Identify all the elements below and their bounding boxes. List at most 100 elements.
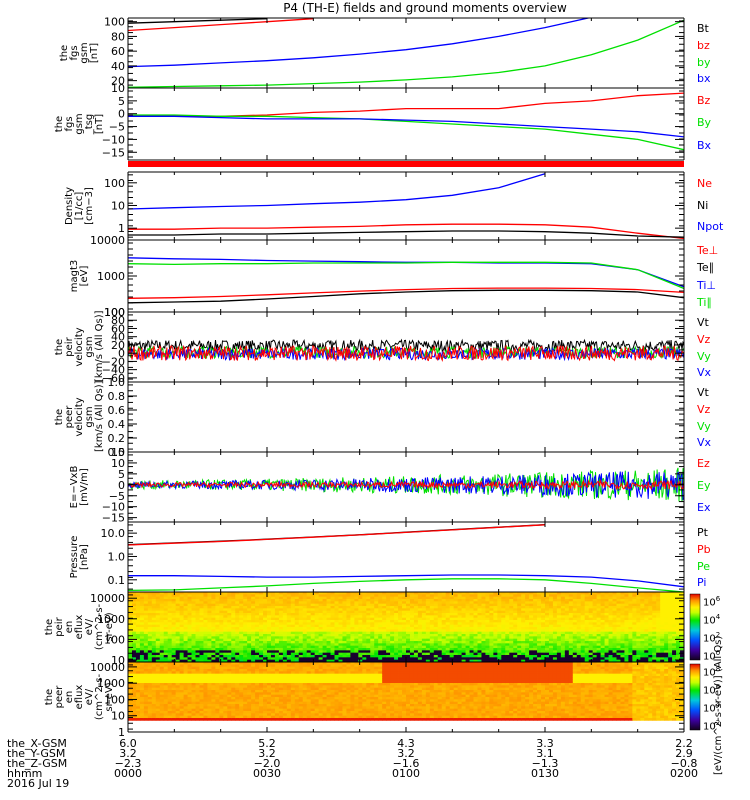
spectrogram-cell — [143, 650, 149, 654]
spectrogram-cell — [346, 648, 351, 651]
spectrogram-cell — [604, 652, 609, 656]
spectrogram-cell — [310, 617, 316, 621]
spectrogram-cell — [350, 594, 355, 598]
spectrogram-cell — [191, 657, 196, 661]
spectrogram-cell — [668, 594, 673, 598]
spectrogram-cell — [513, 596, 518, 600]
spectrogram-cell — [509, 652, 514, 656]
spectrogram-cell — [445, 608, 451, 612]
spectrogram-cell — [394, 599, 399, 602]
spectrogram-cell — [243, 648, 248, 651]
spectrogram-cell — [652, 657, 657, 661]
spectrogram-cell — [636, 645, 641, 649]
spectrogram-cell — [163, 622, 169, 626]
spectrogram-cell — [346, 641, 351, 644]
spectrogram-cell — [493, 594, 498, 598]
spectrogram-cell — [556, 641, 562, 644]
spectrogram-cell — [267, 617, 272, 621]
spectrogram-cell — [326, 606, 331, 609]
spectrogram-cell — [179, 624, 184, 628]
spectrogram-cell — [664, 645, 669, 649]
spectrogram-cell — [453, 624, 459, 628]
spectrogram-cell — [676, 603, 681, 607]
spectrogram-cell — [239, 610, 244, 614]
spectrogram-cell — [378, 603, 383, 607]
spectrogram-cell — [255, 610, 260, 614]
spectrogram-cell — [195, 596, 200, 600]
spectrogram-cell — [560, 631, 566, 635]
spectrogram-cell — [668, 596, 673, 600]
spectrogram-cell — [656, 638, 661, 642]
spectrogram-cell — [608, 603, 613, 607]
spectrogram-cell — [398, 592, 403, 595]
spectrogram-cell — [314, 643, 320, 647]
spectrogram-cell — [437, 638, 443, 642]
spectrogram-cell — [461, 655, 466, 658]
spectrogram-cell — [191, 622, 196, 626]
spectrogram-cell — [314, 655, 320, 658]
spectrogram-cell — [128, 606, 133, 609]
spectrogram-cell — [358, 615, 363, 619]
spectrogram-cell — [270, 615, 276, 619]
spectrogram-cell — [267, 622, 272, 626]
spectrogram-cell — [267, 636, 272, 640]
spectrogram-cell — [179, 629, 184, 633]
spectrogram-cell — [163, 599, 169, 602]
spectrogram-cell — [326, 615, 331, 619]
spectrogram-cell — [306, 645, 312, 649]
spectrogram-cell — [211, 608, 216, 612]
spectrogram-cell — [370, 601, 375, 605]
spectrogram-cell — [576, 652, 582, 656]
series-Te∥ — [128, 289, 684, 304]
spectrogram-cell — [215, 596, 220, 600]
spectrogram-cell — [664, 620, 669, 623]
spectrogram-cell — [509, 599, 514, 602]
spectrogram-cell — [402, 622, 407, 626]
spectrogram-cell — [286, 608, 292, 612]
spectrogram-cell — [159, 652, 165, 656]
spectrogram-cell — [441, 631, 447, 635]
spectrogram-cell — [600, 599, 605, 602]
spectrogram-cell — [322, 627, 327, 630]
spectrogram-cell — [501, 627, 506, 630]
spectrogram-cell — [211, 659, 216, 662]
spectrogram-cell — [338, 659, 343, 662]
spectrogram-cell — [259, 648, 264, 651]
spectrogram-cell — [342, 596, 347, 600]
spectrogram-cell — [668, 631, 673, 635]
spectrogram-cell — [548, 641, 554, 644]
spectrogram-cell — [358, 641, 363, 644]
spectrogram-cell — [660, 610, 665, 614]
spectrogram-cell — [672, 659, 677, 662]
spectrogram-cell — [493, 610, 498, 614]
spectrogram-cell — [628, 601, 633, 605]
spectrogram-cell — [314, 606, 320, 609]
spectrogram-cell — [580, 638, 586, 642]
spectrogram-cell — [537, 617, 542, 621]
spectrogram-cell — [596, 636, 601, 640]
spectrogram-cell — [652, 606, 657, 609]
spectrogram-cell — [255, 601, 260, 605]
spectrogram-cell — [155, 627, 161, 630]
spectrogram-cell — [322, 652, 327, 656]
spectrogram-cell — [588, 627, 594, 630]
spectrogram-cell — [128, 629, 133, 633]
spectrogram-cell — [247, 603, 252, 607]
spectrogram-cell — [672, 638, 677, 642]
spectrogram-cell — [314, 603, 320, 607]
spectrogram-cell — [548, 599, 554, 602]
spectrogram-cell — [525, 641, 530, 644]
spectrogram-cell — [533, 650, 538, 654]
spectrogram-cell — [493, 601, 498, 605]
spectrogram-cell — [568, 594, 574, 598]
spectrogram-cell — [159, 655, 165, 658]
spectrogram-cell — [580, 603, 586, 607]
spectrogram-cell — [413, 629, 419, 633]
spectrogram-cell — [163, 650, 169, 654]
spectrogram-cell — [612, 636, 617, 640]
spectrogram-cell — [135, 624, 141, 628]
spectrogram-cell — [239, 636, 244, 640]
spectrogram-cell — [421, 615, 427, 619]
spectrogram-cell — [219, 596, 224, 600]
